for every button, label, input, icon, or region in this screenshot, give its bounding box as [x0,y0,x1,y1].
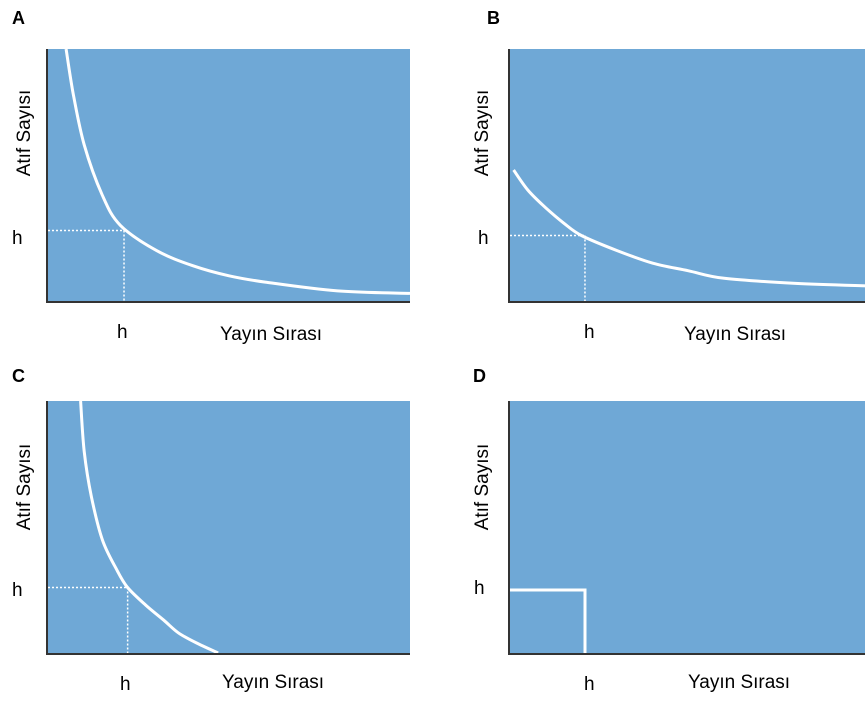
h-tick-y-d: h [474,578,485,599]
plot-background-c [48,401,410,653]
x-axis-label-a: Yayın Sırası [220,324,323,345]
h-tick-x-b: h [584,322,595,343]
series-line-a [64,49,410,295]
h-tick-x-c: h [120,674,131,695]
panel-label-d: D [473,366,486,386]
panel-label-c: C [12,366,25,386]
h-tick-y-b: h [478,228,489,249]
x-axis-label-d: Yayın Sırası [688,672,791,693]
plot-area-b [508,49,865,303]
y-axis-label-c: Atıf Sayısı [14,443,35,531]
panel-label-a: A [12,8,25,28]
y-axis-label-d: Atıf Sayısı [472,443,493,531]
plot-area-a [46,49,410,303]
plot-background-b [510,49,865,301]
h-tick-y-c: h [12,580,23,601]
h-tick-x-d: h [584,674,595,695]
h-tick-x-a: h [117,322,128,343]
plot-area-c [46,401,410,655]
series-line-c [79,401,219,653]
plot-background-d [510,401,865,653]
panel-label-b: B [487,8,500,28]
x-axis-label-c: Yayın Sırası [222,672,325,693]
plot-area-d [508,401,865,655]
y-axis-label-b: Atıf Sayısı [472,89,493,177]
x-axis-label-b: Yayın Sırası [684,324,787,345]
plot-background-a [48,49,410,301]
y-axis-label-a: Atıf Sayısı [14,89,35,177]
h-tick-y-a: h [12,228,23,249]
series-line-b [512,169,865,288]
series-line-d [510,588,587,653]
